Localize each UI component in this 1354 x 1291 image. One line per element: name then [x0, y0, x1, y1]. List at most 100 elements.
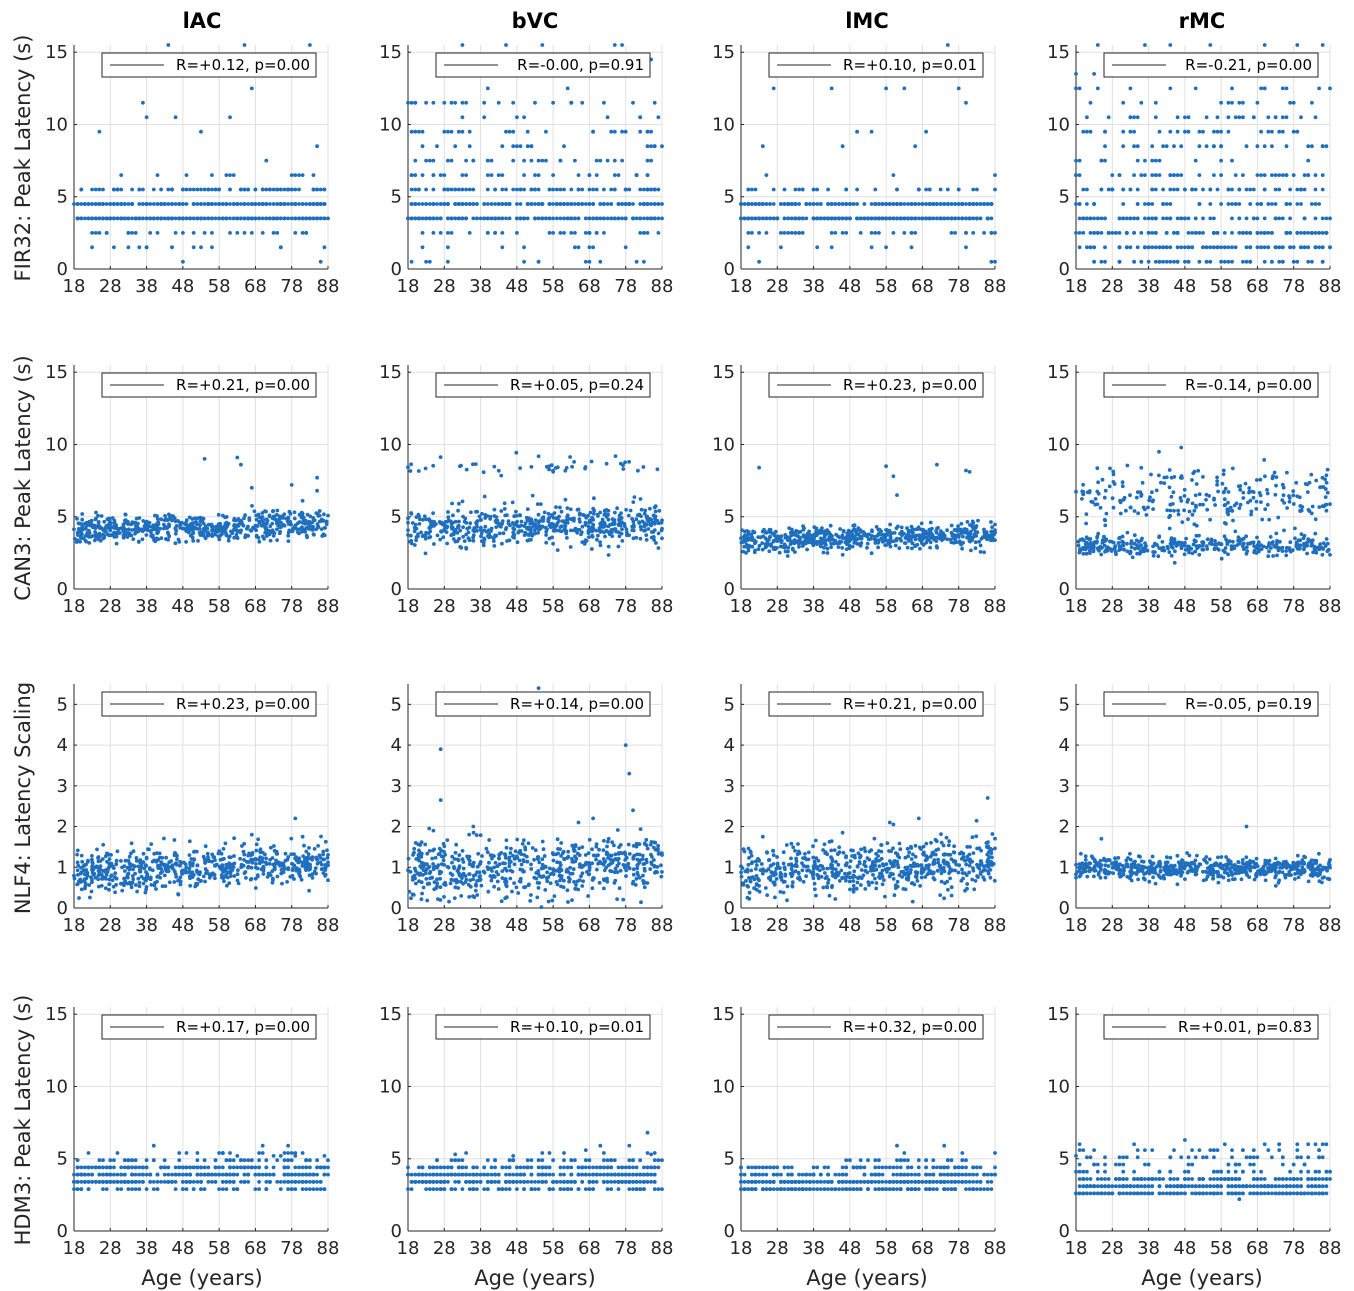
data-point — [877, 231, 881, 235]
data-point — [1248, 498, 1253, 503]
data-point — [869, 202, 874, 206]
data-point — [1164, 202, 1169, 206]
data-point — [515, 187, 519, 192]
data-point — [1230, 245, 1234, 250]
data-point — [432, 520, 437, 524]
data-point — [465, 526, 470, 531]
data-point — [880, 216, 885, 221]
data-point — [1274, 531, 1279, 536]
data-point — [1244, 216, 1249, 221]
data-point — [308, 202, 312, 206]
data-point — [1096, 491, 1101, 496]
data-point — [210, 173, 214, 178]
data-point — [645, 202, 650, 206]
data-point — [533, 531, 538, 536]
data-point — [655, 467, 660, 472]
data-point — [1237, 115, 1242, 120]
data-point — [438, 202, 443, 206]
data-point — [485, 216, 490, 221]
data-point — [134, 516, 139, 521]
data-point — [1172, 144, 1176, 149]
data-point — [496, 100, 501, 105]
data-point — [753, 216, 758, 221]
data-point — [191, 245, 196, 250]
x-tick-label: 88 — [651, 596, 674, 617]
data-point — [1244, 187, 1249, 192]
data-point — [551, 187, 555, 192]
data-point — [1244, 231, 1249, 235]
data-point — [467, 231, 472, 235]
data-point — [1120, 539, 1125, 544]
data-point — [888, 544, 893, 549]
data-point — [529, 158, 534, 163]
y-tick-label: 0 — [724, 579, 735, 600]
data-point — [1324, 216, 1329, 221]
data-point — [973, 540, 978, 545]
data-point — [1150, 202, 1155, 206]
data-point — [1259, 500, 1263, 504]
data-point — [1106, 115, 1111, 120]
data-point — [1109, 539, 1114, 544]
data-point — [522, 173, 526, 178]
data-point — [431, 100, 436, 105]
x-tick-label: 38 — [802, 596, 825, 617]
data-point — [481, 540, 486, 545]
data-point — [877, 527, 882, 532]
data-point — [955, 527, 960, 531]
data-point — [855, 129, 859, 134]
data-point — [631, 536, 636, 541]
x-tick-label: 48 — [1173, 276, 1196, 297]
data-point — [978, 216, 983, 221]
x-tick-label: 18 — [730, 276, 753, 297]
data-point — [181, 526, 186, 531]
data-point — [162, 522, 166, 527]
data-point — [167, 524, 172, 529]
data-point — [1208, 43, 1213, 47]
data-point — [1263, 474, 1267, 479]
data-point — [254, 534, 259, 539]
data-point — [76, 521, 81, 526]
data-point — [1285, 470, 1289, 475]
data-point — [1153, 115, 1158, 120]
data-point — [268, 538, 273, 543]
data-point — [90, 231, 94, 235]
data-point — [594, 187, 599, 192]
data-point — [257, 216, 261, 221]
data-point — [482, 494, 487, 499]
data-point — [424, 187, 428, 192]
data-point — [455, 539, 460, 544]
data-point — [1281, 493, 1286, 498]
data-point — [869, 534, 874, 538]
data-point — [96, 513, 100, 518]
y-tick-label: 0 — [1059, 579, 1070, 600]
data-point — [971, 202, 976, 206]
data-point — [898, 531, 902, 536]
data-point — [84, 524, 88, 529]
data-point — [598, 510, 603, 515]
data-point — [281, 516, 286, 520]
data-point — [493, 231, 497, 235]
x-tick-label: 68 — [244, 276, 267, 297]
data-point — [872, 537, 877, 541]
data-point — [406, 520, 410, 525]
data-point — [1204, 115, 1209, 120]
data-point — [590, 515, 594, 520]
data-point — [1208, 187, 1213, 192]
data-point — [1180, 476, 1184, 480]
data-point — [1146, 202, 1151, 206]
data-point — [87, 523, 92, 528]
data-point — [522, 158, 526, 163]
data-point — [104, 231, 109, 235]
data-point — [568, 545, 573, 549]
data-point — [789, 216, 794, 221]
data-point — [862, 202, 867, 206]
data-point — [927, 187, 932, 192]
data-point — [1277, 173, 1282, 178]
data-point — [1143, 216, 1147, 221]
data-point — [1255, 535, 1259, 540]
data-point — [1157, 449, 1161, 454]
data-point — [656, 202, 661, 206]
data-point — [757, 259, 761, 264]
data-point — [1168, 216, 1173, 221]
data-point — [1313, 187, 1318, 192]
